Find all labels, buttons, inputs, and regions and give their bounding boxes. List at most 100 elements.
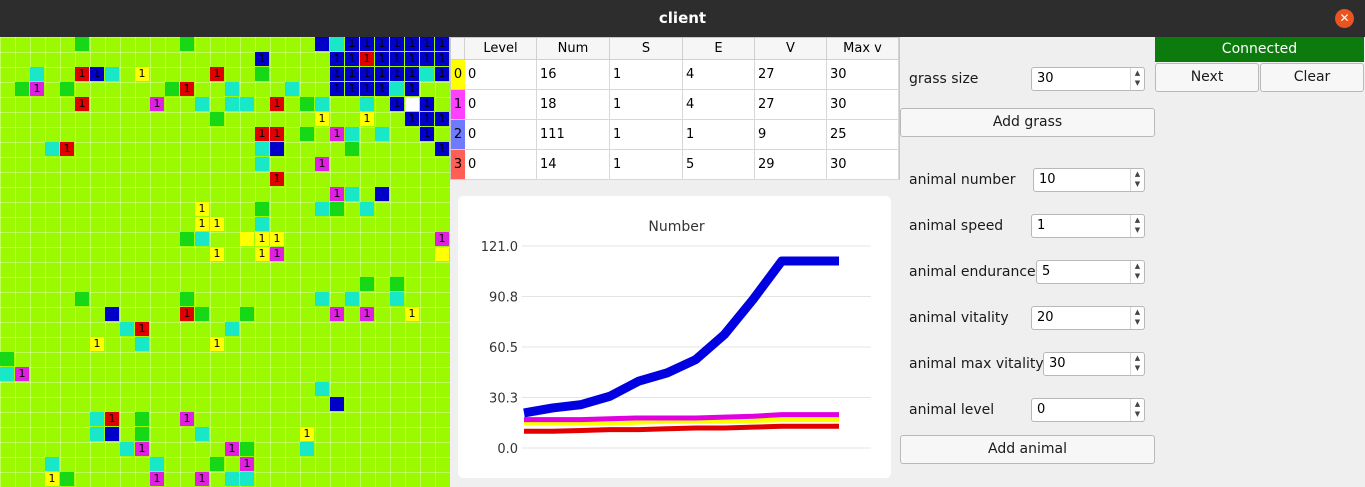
grid-cell: 1 [420,127,434,141]
table-cell[interactable]: 1 [683,120,755,150]
spin-arrows-icon[interactable]: ▲ ▼ [1130,399,1144,421]
table-cell[interactable]: 4 [683,60,755,90]
clear-button[interactable]: Clear [1260,63,1364,92]
grid-cell [75,37,89,51]
grid-cell: 1 [405,82,419,96]
table-cell[interactable]: 0 [465,150,537,180]
grid-cell [135,412,149,426]
animal-max-vitality-spinbox[interactable]: 30 ▲ ▼ [1043,352,1145,376]
animal-max-vitality-label: animal max vitality [909,356,1044,372]
grid-cell [360,97,374,111]
column-header[interactable]: E [683,38,755,60]
table-cell[interactable]: 27 [755,90,827,120]
row-header[interactable]: 1 [451,90,465,120]
animal-endurance-spinbox[interactable]: 5 ▲ ▼ [1036,260,1145,284]
grid-cell [330,202,344,216]
grid-cell [285,82,299,96]
grid-cell [30,67,44,81]
spin-arrows-icon[interactable]: ▲ ▼ [1130,261,1144,283]
y-tick-label: 0.0 [497,442,518,457]
column-header[interactable]: Level [465,38,537,60]
animal-number-spinbox[interactable]: 10 ▲ ▼ [1033,168,1145,192]
table-cell[interactable]: 27 [755,60,827,90]
table-cell[interactable]: 5 [683,150,755,180]
table-cell[interactable]: 29 [755,150,827,180]
grid-cell: 1 [105,412,119,426]
spin-arrows-icon[interactable]: ▲ ▼ [1130,353,1144,375]
animal-level-spinbox[interactable]: 0 ▲ ▼ [1031,398,1145,422]
grid-cell: 1 [330,187,344,201]
grid-cell: 1 [255,232,269,246]
animal-max-vitality-value: 30 [1049,356,1066,371]
animal-number-label: animal number [909,172,1016,188]
next-button[interactable]: Next [1155,63,1259,92]
animal-speed-spinbox[interactable]: 1 ▲ ▼ [1031,214,1145,238]
animal-level-label: animal level [909,402,995,418]
grass-size-spinbox[interactable]: 30 ▲ ▼ [1031,67,1145,91]
grid-cell [255,67,269,81]
spin-arrows-icon[interactable]: ▲ ▼ [1130,215,1144,237]
grid-cell: 1 [270,232,284,246]
table-cell[interactable]: 1 [610,120,683,150]
grid-cell [195,427,209,441]
grid-cell [255,202,269,216]
column-header[interactable]: Max v [827,38,899,60]
grid-cell: 1 [315,112,329,126]
grid-cell: 1 [255,52,269,66]
grid-cell: 1 [90,337,104,351]
row-header[interactable]: 0 [451,60,465,90]
add-animal-button[interactable]: Add animal [900,435,1155,464]
grid-cell: 1 [270,97,284,111]
table-cell[interactable]: 9 [755,120,827,150]
grid-cell: 1 [435,67,449,81]
table-cell[interactable]: 30 [827,90,899,120]
grid-cell [390,277,404,291]
close-icon[interactable]: ✕ [1335,9,1354,28]
table-cell[interactable]: 1 [610,90,683,120]
table-cell[interactable]: 25 [827,120,899,150]
spin-arrows-icon[interactable]: ▲ ▼ [1130,307,1144,329]
column-header[interactable]: V [755,38,827,60]
series-line [524,417,839,426]
grid-cell [255,142,269,156]
table-cell[interactable]: 16 [537,60,610,90]
table-cell[interactable]: 111 [537,120,610,150]
table-cell[interactable]: 18 [537,90,610,120]
grid-cell: 1 [255,127,269,141]
row-header[interactable]: 2 [451,120,465,150]
table-cell[interactable]: 14 [537,150,610,180]
grid-cell: 1 [435,112,449,126]
window-title: client [658,9,707,27]
column-header[interactable]: Num [537,38,610,60]
table-cell[interactable]: 4 [683,90,755,120]
grid-cell [105,307,119,321]
table-cell[interactable]: 1 [610,60,683,90]
table-cell[interactable]: 0 [465,90,537,120]
table-cell[interactable]: 1 [610,150,683,180]
grid-cell [255,217,269,231]
grid-cell: 1 [405,67,419,81]
grid-cell [60,472,74,486]
grid-cell [135,337,149,351]
spin-arrows-icon[interactable]: ▲ ▼ [1130,68,1144,90]
grid-cell: 1 [150,97,164,111]
table-cell[interactable]: 0 [465,120,537,150]
grid-cell [315,97,329,111]
animal-vitality-spinbox[interactable]: 20 ▲ ▼ [1031,306,1145,330]
spin-arrows-icon[interactable]: ▲ ▼ [1130,169,1144,191]
animal-vitality-value: 20 [1037,310,1054,325]
table-corner [451,38,465,60]
animal-level-value: 0 [1037,402,1046,417]
table-cell[interactable]: 30 [827,150,899,180]
table-cell[interactable]: 30 [827,60,899,90]
grass-size-label: grass size [909,71,979,87]
grid-cell: 1 [180,307,194,321]
grid-cell: 1 [45,472,59,486]
grid-cell [240,97,254,111]
add-grass-button[interactable]: Add grass [900,108,1155,137]
column-header[interactable]: S [610,38,683,60]
row-header[interactable]: 3 [451,150,465,180]
grid-cell [300,127,314,141]
table-cell[interactable]: 0 [465,60,537,90]
